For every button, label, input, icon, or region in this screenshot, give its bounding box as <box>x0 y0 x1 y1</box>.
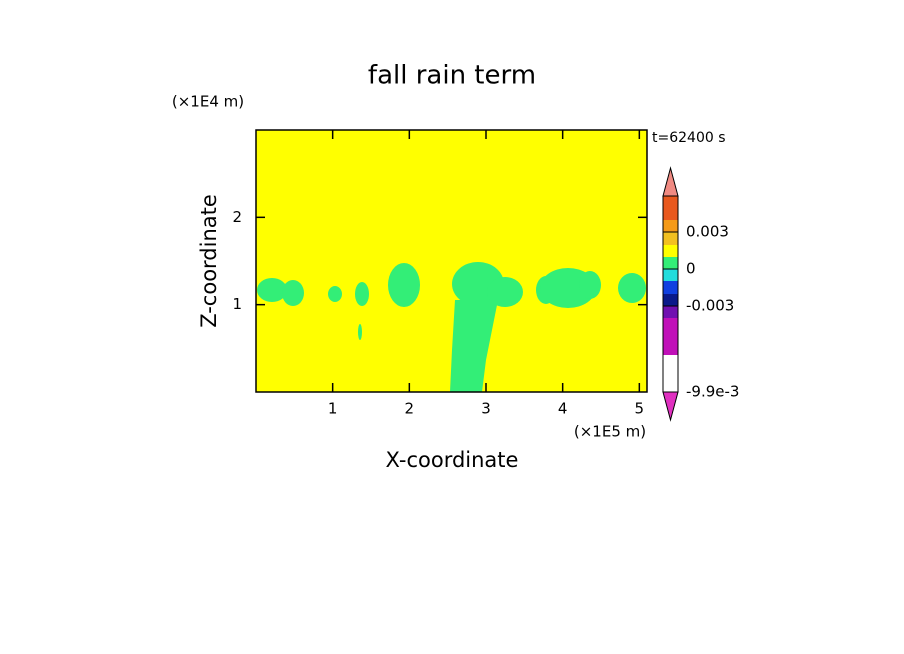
plot-frame <box>255 129 648 393</box>
colorbar-tick-label: 0.003 <box>686 223 729 241</box>
colorbar-segment <box>663 257 678 269</box>
y-axis-label: Z-coordinate <box>197 194 221 328</box>
x-tick-label: 3 <box>481 400 491 418</box>
colorbar-tick-label: -9.9e-3 <box>686 383 739 401</box>
colorbar-segment <box>663 196 678 220</box>
colorbar-segment <box>663 281 678 294</box>
y-tick-label: 1 <box>232 295 242 313</box>
colorbar-tick-label: 0 <box>686 260 696 278</box>
x-tick-label: 1 <box>328 400 338 418</box>
y-unit: (×1E4 m) <box>172 93 244 111</box>
colorbar-segment <box>663 294 678 306</box>
rain-region <box>257 262 646 392</box>
colorbar-segment <box>663 232 678 245</box>
x-unit: (×1E5 m) <box>574 423 646 441</box>
colorbar-segment <box>663 318 678 355</box>
x-tick-label: 2 <box>405 400 415 418</box>
field <box>256 130 647 392</box>
field-background <box>256 130 647 392</box>
x-axis-label: X-coordinate <box>386 448 519 472</box>
chart-title: fall rain term <box>368 61 536 91</box>
colorbar-arrow-bottom <box>662 391 679 422</box>
y-tick-label: 2 <box>232 208 242 226</box>
x-tick-label: 4 <box>558 400 568 418</box>
colorbar-segment <box>663 220 678 232</box>
colorbar-arrow-top <box>662 166 679 197</box>
time-label: t=62400 s <box>652 130 726 146</box>
colorbar-segment <box>663 269 678 281</box>
colorbar-segment <box>663 306 678 318</box>
colorbar-segment <box>663 245 678 257</box>
x-tick-label: 5 <box>635 400 645 418</box>
colorbar-tick-label: -0.003 <box>686 297 734 315</box>
